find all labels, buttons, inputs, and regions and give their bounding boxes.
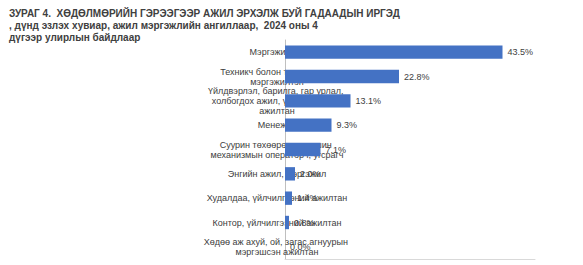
svg-text:механизмын операторч, угсрагч: механизмын операторч, угсрагч — [211, 150, 344, 160]
svg-text:13.1%: 13.1% — [356, 96, 382, 106]
svg-text:ажилтан: ажилтан — [259, 105, 295, 116]
svg-text:7.1%: 7.1% — [326, 145, 347, 155]
svg-text:Энгийн ажил, мэргэжил: Энгийн ажил, мэргэжил — [228, 169, 327, 179]
svg-text:2.0%: 2.0% — [300, 169, 321, 179]
svg-text:мэргэшсэн ажилтан: мэргэшсэн ажилтан — [235, 246, 319, 257]
svg-text:Үйлдвэрлэл, барилга, гар урлал: Үйлдвэрлэл, барилга, гар урлал, — [208, 85, 346, 96]
svg-text:1.4%: 1.4% — [297, 193, 318, 203]
svg-text:Суурин төхөөрөмж, машин: Суурин төхөөрөмж, машин — [219, 139, 335, 150]
svg-text:ЗУРАГ 4. ХӨДӨЛМӨРИЙН ГЭРЭЭГЭЭ: ЗУРАГ 4. ХӨДӨЛМӨРИЙН ГЭРЭЭГЭЭР АЖИЛ ЭРХЭ… — [9, 7, 400, 19]
svg-text:дүгээр улирлын байдлаар: дүгээр улирлын байдлаар — [9, 32, 140, 43]
svg-text:Менежер: Менежер — [257, 120, 297, 131]
svg-text:0.8%: 0.8% — [294, 218, 315, 228]
svg-text:0.0%: 0.0% — [290, 242, 311, 252]
svg-text:холбогдох ажил, үйлчилгээний: холбогдох ажил, үйлчилгээний — [211, 95, 343, 106]
svg-text:Мэргэжилтэн: Мэргэжилтэн — [249, 47, 305, 58]
svg-text:22.8%: 22.8% — [404, 72, 430, 82]
svg-text:, дүнд эзлэх хувиар, ажил мэрг: , дүнд эзлэх хувиар, ажил мэргэжлийн анг… — [9, 20, 321, 31]
svg-text:43.5%: 43.5% — [508, 47, 534, 57]
svg-text:Контор, үйлчилгээний ажилтан: Контор, үйлчилгээний ажилтан — [212, 218, 341, 228]
svg-text:Хөдөө аж ахуй, ой, загас агнуу: Хөдөө аж ахуй, ой, загас агнуурын — [204, 237, 351, 247]
svg-text:Техникч болон туслах, дэд: Техникч болон туслах, дэд — [220, 66, 334, 77]
svg-text:Худалдаа, үйлчилгээний ажилтан: Худалдаа, үйлчилгээний ажилтан — [207, 193, 348, 203]
svg-text:9.3%: 9.3% — [337, 120, 358, 130]
